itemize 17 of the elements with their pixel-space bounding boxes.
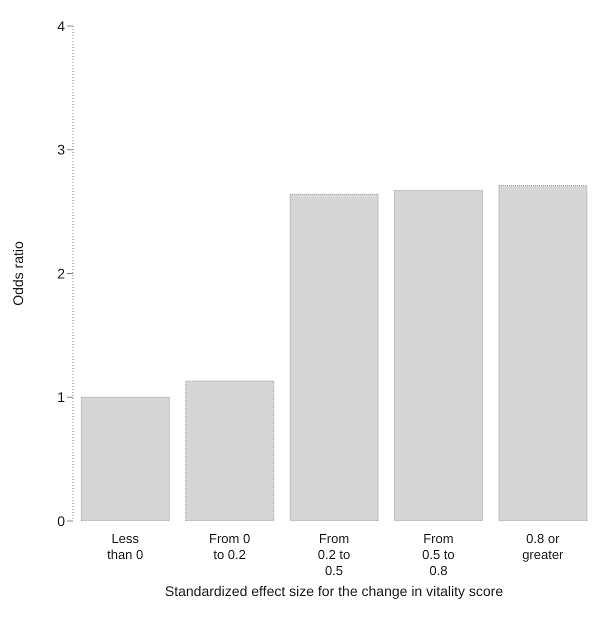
y-tick-label: 1 (57, 389, 66, 406)
bar (290, 194, 379, 521)
x-tick-label: From 0 to 0.2 (209, 531, 250, 562)
y-tick-label: 2 (57, 265, 66, 282)
bar (394, 190, 484, 521)
x-tick-label: From 0.2 to 0.5 (318, 531, 350, 578)
bar (498, 185, 588, 521)
bar (80, 396, 170, 521)
x-tick-label: From 0.5 to 0.8 (422, 531, 455, 578)
y-tick-label: 3 (57, 142, 66, 158)
y-axis-title: Odds ratio (10, 240, 26, 306)
bar (185, 380, 274, 521)
x-tick-label: 0.8 or greater (522, 531, 564, 562)
x-tick-label: Less than 0 (107, 531, 144, 562)
y-tick-label: 4 (57, 18, 66, 34)
x-axis-title: Standardized effect size for the change in vitality score (164, 583, 504, 599)
y-tick-label: 0 (57, 512, 66, 529)
